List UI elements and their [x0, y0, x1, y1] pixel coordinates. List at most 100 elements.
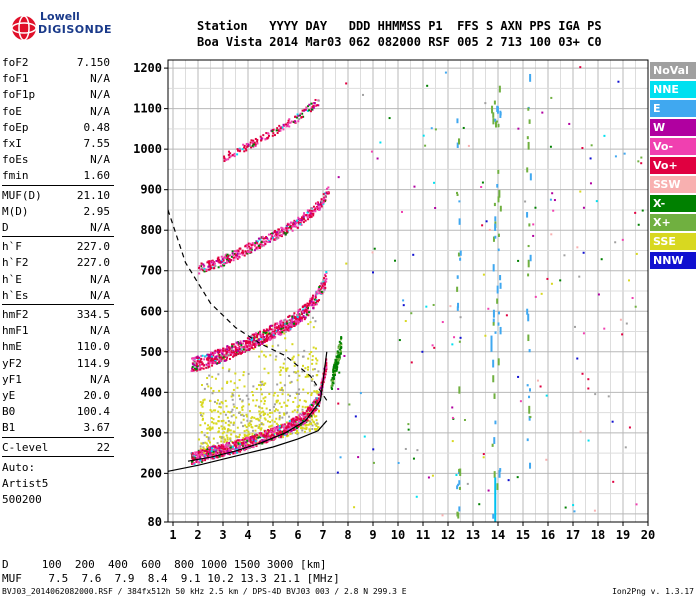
echo-dot	[271, 130, 274, 133]
echo-dot	[297, 422, 300, 425]
echo-dot	[256, 434, 259, 437]
echo-dot	[244, 147, 247, 150]
spread-dot	[310, 379, 313, 382]
echo-dot	[241, 346, 244, 349]
echo-dot	[260, 432, 263, 435]
echo-dot	[254, 344, 257, 347]
echo-dot	[309, 297, 312, 300]
param-name: h`Es	[2, 288, 29, 302]
echo-dot	[322, 201, 325, 204]
spread-dot	[228, 424, 231, 427]
spread-dot	[231, 392, 234, 395]
echo-dot	[305, 420, 308, 423]
echo-dot	[274, 437, 277, 440]
spread-dot	[213, 400, 216, 403]
spread-dot	[285, 369, 288, 372]
echo-dot	[223, 450, 226, 453]
noise-dot	[427, 476, 430, 479]
echo-dot	[281, 229, 284, 232]
echo-dot	[318, 208, 321, 211]
param-value: 2.95	[83, 204, 111, 218]
y-tick-label: 500	[140, 345, 162, 359]
spread-dot	[275, 408, 278, 411]
echo-dot	[313, 401, 316, 404]
echo-dot	[269, 324, 272, 327]
spread-dot	[260, 400, 263, 403]
noise-column-dot	[526, 212, 529, 218]
noise-column-dot	[492, 513, 495, 519]
param-name: yE	[2, 389, 16, 402]
upper-profile-curve	[187, 351, 328, 462]
noise-dot	[625, 322, 628, 325]
noise-dot	[458, 200, 461, 203]
echo-dot	[331, 379, 334, 382]
echo-dot	[271, 336, 274, 339]
echo-dot	[290, 420, 293, 423]
spread-dot	[199, 401, 202, 404]
spread-dot	[272, 405, 275, 408]
echo-dot	[325, 362, 328, 365]
echo-dot	[264, 330, 267, 333]
spread-dot	[291, 343, 294, 346]
echo-dot	[311, 212, 314, 215]
echo-dot	[309, 303, 312, 306]
echo-dot	[205, 366, 208, 369]
echo-dot	[282, 125, 285, 128]
noise-dot	[624, 446, 627, 449]
spread-dot	[201, 454, 204, 457]
echo-dot	[303, 318, 306, 321]
echo-dot	[227, 260, 230, 263]
echo-dot	[332, 380, 335, 383]
echo-dot	[252, 440, 255, 443]
noise-column-dot	[493, 202, 496, 207]
echo-dot	[300, 218, 303, 221]
echo-dot	[204, 459, 207, 462]
echo-dot	[206, 366, 209, 369]
spread-dot	[228, 368, 231, 371]
noise-dot	[459, 316, 462, 319]
spread-dot	[316, 422, 319, 425]
x-tick-label: 12	[441, 528, 455, 542]
echo-dot	[276, 434, 279, 437]
echo-dot	[224, 443, 227, 446]
spread-dot	[284, 337, 287, 340]
spread-dot	[239, 398, 242, 401]
noise-dot	[451, 406, 454, 409]
spread-dot	[249, 420, 252, 423]
echo-dot	[282, 128, 285, 131]
echo-dot	[217, 361, 220, 364]
echo-dot	[291, 221, 294, 224]
spread-dot	[317, 426, 320, 429]
echo-dot	[299, 423, 302, 426]
spread-dot	[216, 402, 219, 405]
spread-dot	[289, 394, 292, 397]
echo-dot	[294, 120, 297, 123]
echo-dot	[270, 333, 273, 336]
spread-dot	[317, 370, 320, 373]
echo-dot	[298, 118, 301, 121]
spread-dot	[203, 451, 206, 454]
echo-dot	[232, 355, 235, 358]
echo-dot	[195, 456, 198, 459]
echo-dot	[316, 399, 319, 402]
spread-dot	[301, 427, 304, 430]
echo-dot	[233, 152, 236, 155]
echo-dot	[320, 381, 323, 384]
echo-dot	[200, 262, 203, 265]
echo-dot	[318, 286, 321, 289]
noise-dot	[484, 102, 487, 105]
echo-dot	[300, 216, 303, 219]
echo-dot	[222, 258, 225, 261]
echo-dot	[256, 142, 259, 145]
spread-dot	[213, 451, 216, 454]
spread-dot	[275, 417, 278, 420]
echo-dot	[202, 269, 205, 272]
echo-dot	[248, 338, 251, 341]
echo-dot	[268, 337, 271, 340]
echo-dot	[301, 319, 304, 322]
echo-dot	[232, 254, 235, 257]
spread-dot	[275, 422, 278, 425]
spread-dot	[269, 425, 272, 428]
echo-dot	[281, 425, 284, 428]
noise-dot	[634, 211, 637, 214]
